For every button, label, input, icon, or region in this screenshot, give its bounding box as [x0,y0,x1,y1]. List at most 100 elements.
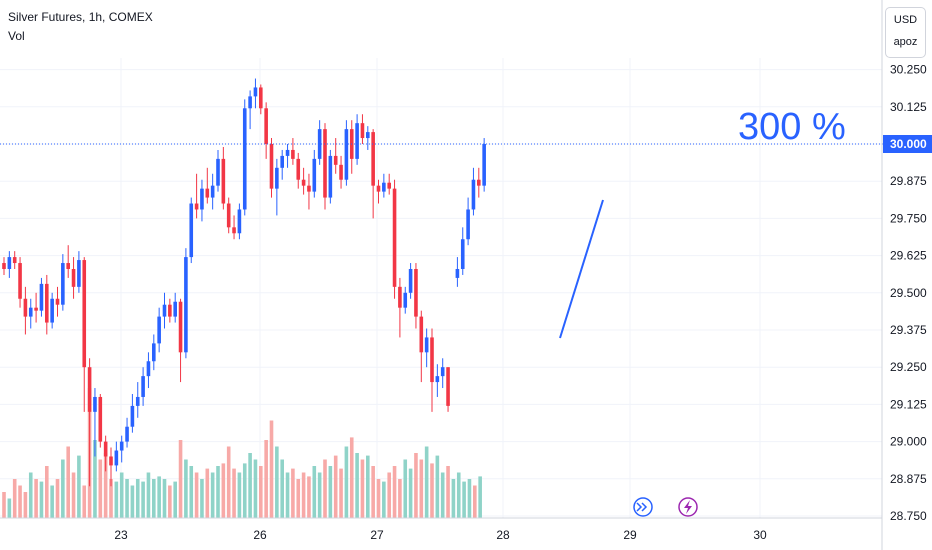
volume-bar [7,498,12,518]
lightning-bolt-glyph [684,500,692,514]
trend-line [559,199,604,339]
volume-bar [71,472,76,518]
volume-bar [392,466,397,518]
candle-body [184,257,188,353]
candle-body [18,263,22,299]
volume-bar [184,459,188,518]
candle-body [168,304,172,317]
volume-bar [23,492,28,518]
candle-body [398,286,402,308]
volume-bar [178,440,183,518]
candle-body [466,209,470,240]
candle-body [210,185,215,198]
annotation-text: 300 % [738,106,846,148]
candle-body [291,149,295,159]
volume-bar [248,453,252,518]
candle-body [285,149,290,156]
candle-body [419,316,424,353]
volume-bar [430,463,434,518]
volume-bar [355,453,359,518]
volume-bar [296,479,301,518]
volume-bar [66,446,70,518]
x-tick-label: 26 [253,528,267,542]
volume-bar [216,466,220,518]
volume-bar [253,459,258,518]
candle-body [328,155,333,198]
candle-body [34,307,38,311]
volume-bar [398,479,402,518]
candle-body [82,260,87,368]
currency-label: USD [893,14,918,26]
volume-bar [414,453,418,518]
symbol-title[interactable]: Silver Futures, 1h, COMEX [8,10,153,24]
volume-bar [173,481,177,518]
volume-bar [119,472,124,518]
y-tick-label: 29.875 [890,174,927,188]
volume-bar [317,472,322,518]
candle-body [387,182,391,189]
volume-bar [312,466,317,518]
candle-body [152,343,156,362]
volume-bar [366,455,370,518]
y-tick-label: 29.500 [890,286,927,300]
candle-body [216,158,220,186]
volume-bar [387,472,391,518]
scale-mode-label: apoz [893,36,918,48]
y-tick-label: 29.375 [890,323,927,337]
volume-bar [451,479,456,518]
x-tick-label: 27 [370,528,384,542]
volume-bar [141,481,145,518]
volume-bar [39,481,44,518]
volume-bar [473,485,477,518]
candle-body [66,263,70,269]
volume-bar [125,479,129,518]
volume-bar [259,466,263,518]
candle-body [23,298,28,317]
volume-bar [168,485,172,518]
currency-scale-button[interactable]: USD apoz [885,7,926,58]
candle-body [28,307,33,317]
candle-body [109,456,113,466]
volume-bar [157,476,161,518]
volume-bar [45,466,49,518]
volume-bar [446,466,450,518]
candle-body [408,268,413,293]
candle-body [339,164,343,180]
candle-body [312,158,317,192]
volume-bar [264,440,268,518]
volume-bar [242,463,247,518]
volume-bar [210,472,215,518]
candle-body [103,441,108,457]
volume-legend-label: Vol [8,29,25,43]
candle-body [173,301,177,317]
candle-body [205,188,210,198]
candle-body [98,396,103,442]
candle-body [446,367,450,406]
candle-body [114,450,119,466]
candle-body [194,203,199,210]
candle-body [376,185,381,192]
volume-bar [146,472,151,518]
candle-body [460,239,465,269]
candle-body [440,367,445,377]
candle-body [435,376,440,383]
candle-body [135,396,140,406]
candle-body [221,158,226,204]
candle-body [296,158,301,180]
volume-bar [152,479,156,518]
candle-body [45,283,49,323]
y-tick-label: 28.750 [890,509,927,523]
volume-bar [301,472,306,518]
y-tick-label: 29.750 [890,211,927,225]
x-tick-label: 23 [114,528,128,542]
candle-body [12,257,17,264]
x-tick-label: 28 [496,528,510,542]
candle-body [414,268,418,317]
volume-bar [333,455,338,518]
candle-body [157,316,161,344]
candle-body [344,129,349,180]
volume-bar [424,446,429,518]
volume-bar [339,468,343,518]
volume-bar [349,437,354,518]
